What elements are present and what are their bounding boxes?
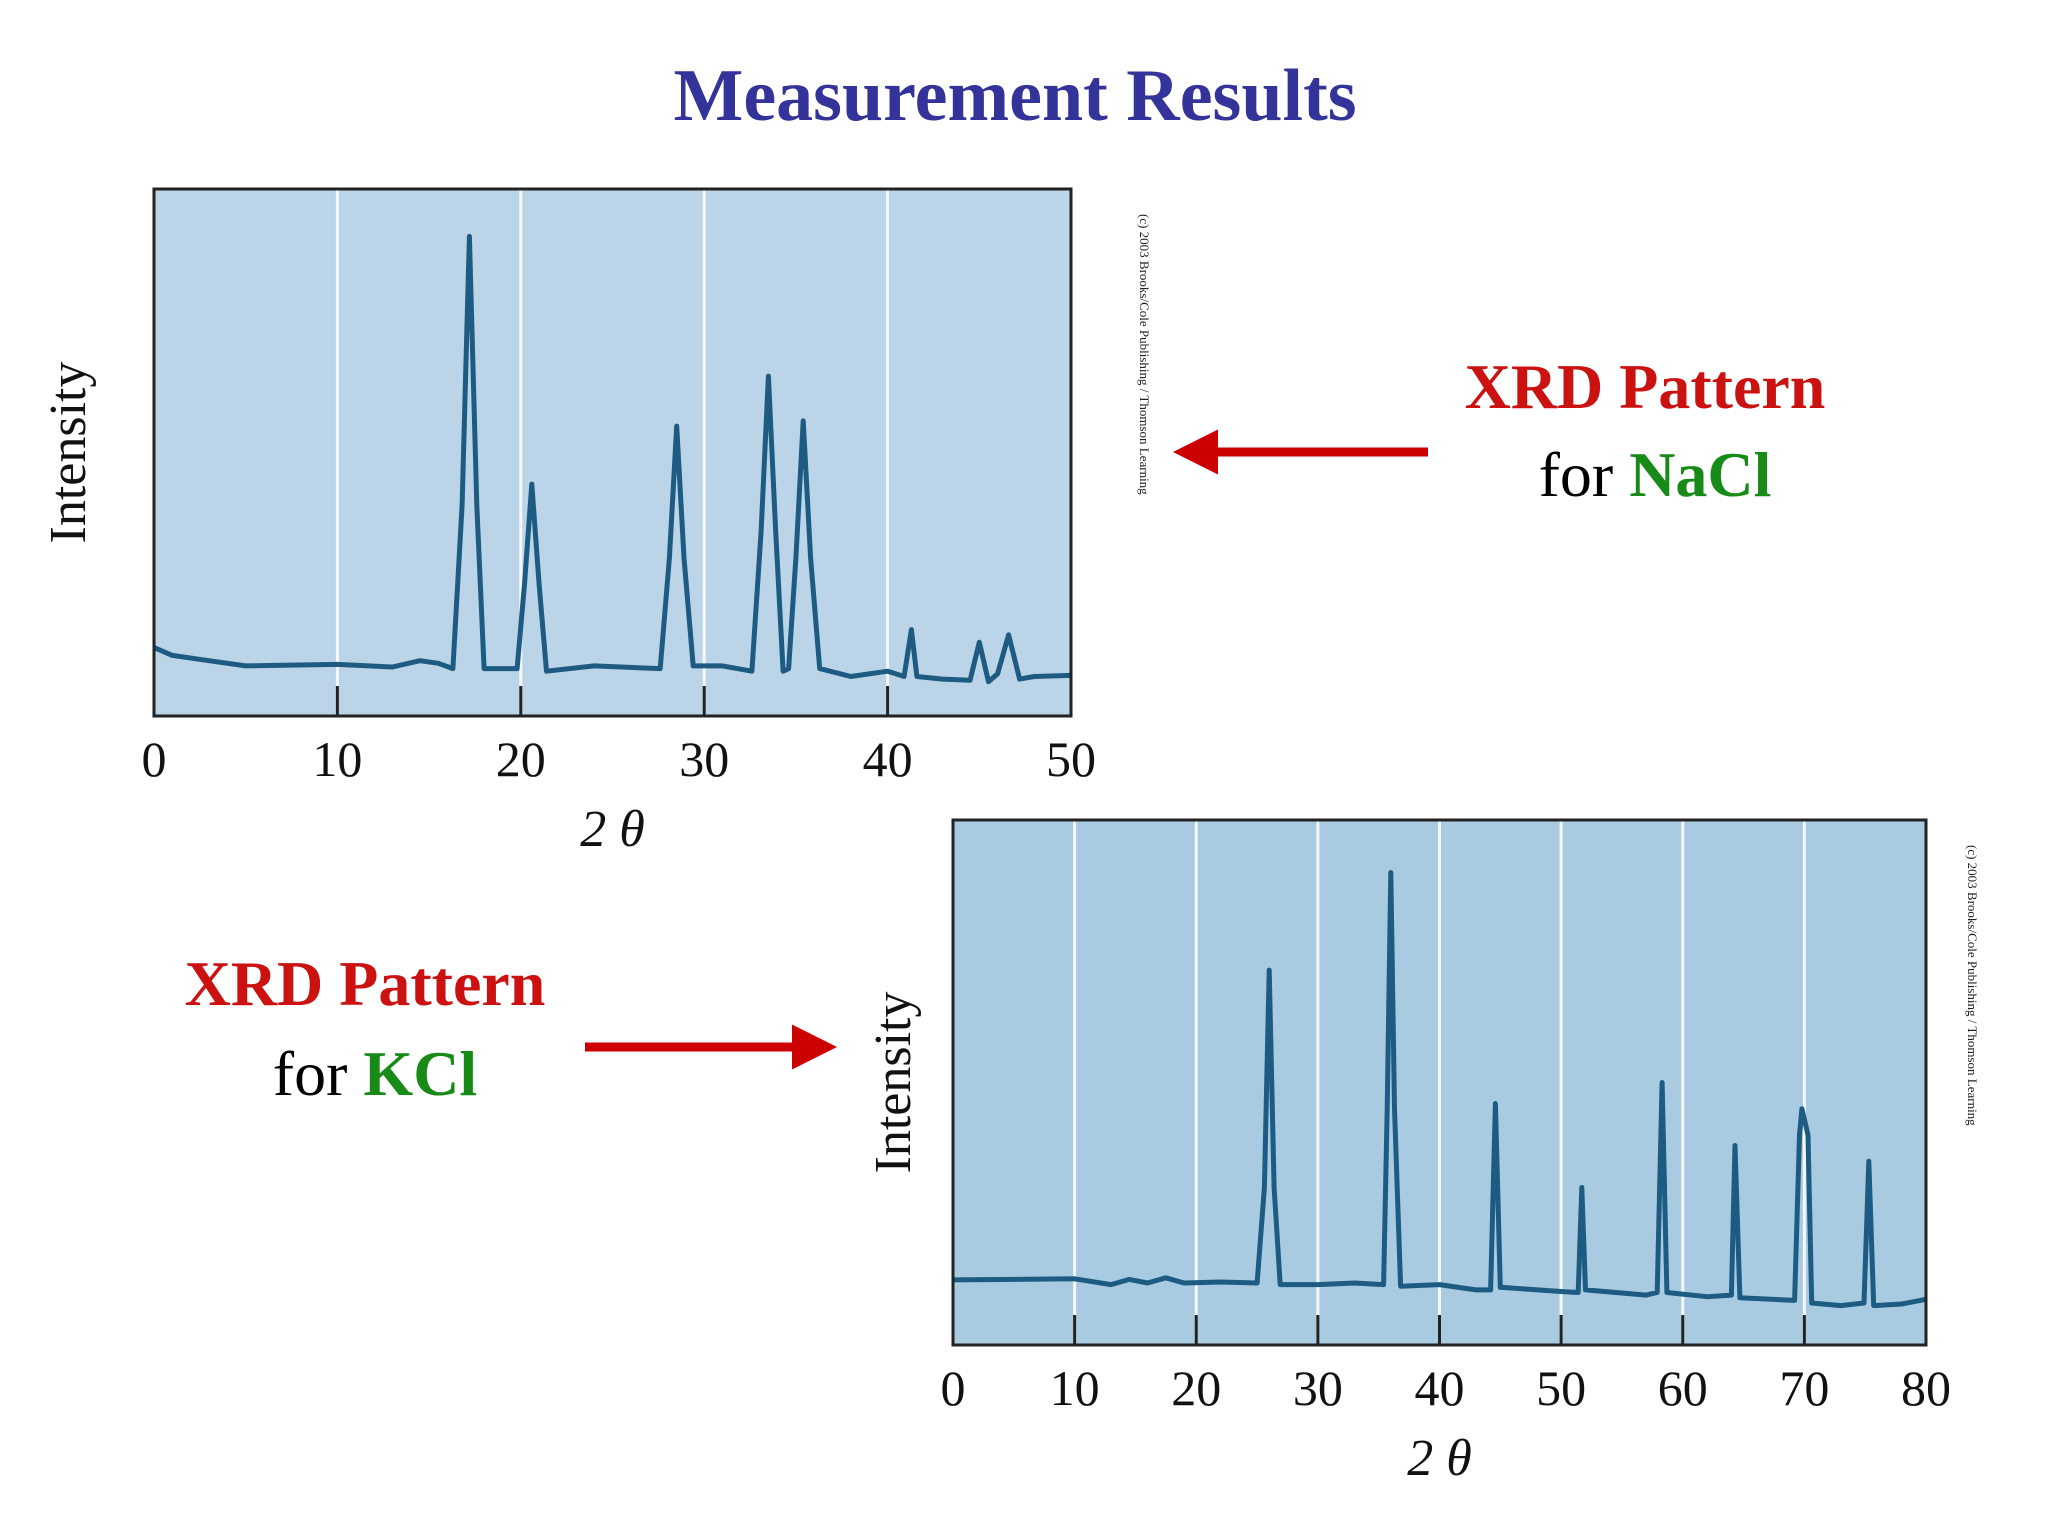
annotation-compound: NaCl	[1629, 439, 1771, 510]
x-tick-label: 20	[496, 731, 546, 787]
plot-area	[154, 189, 1071, 716]
annotation-label: XRD Pattern	[185, 948, 546, 1019]
x-tick-label: 50	[1536, 1360, 1586, 1416]
x-tick-label: 10	[1050, 1360, 1100, 1416]
x-axis-label: 2 θ	[580, 801, 645, 858]
slide-title: Measurement Results	[673, 55, 1356, 137]
plot-frame	[152, 187, 1073, 718]
x-tick-label: 40	[1415, 1360, 1465, 1416]
x-tick-label: 40	[863, 731, 913, 787]
data-line	[952, 870, 1927, 1309]
x-tick-label: 30	[679, 731, 729, 787]
y-axis-label: Intensity	[40, 362, 97, 544]
x-tick-label: 70	[1779, 1360, 1829, 1416]
plot-frame	[951, 818, 1928, 1347]
x-tick-label: 20	[1171, 1360, 1221, 1416]
credit: (c) 2003 Brooks/Cole Publishing / Thomso…	[1137, 214, 1152, 495]
x-tick-label: 10	[312, 731, 362, 787]
y-axis-label: Intensity	[865, 992, 922, 1174]
x-axis-label: 2 θ	[1407, 1430, 1472, 1487]
annotation-line: for NaCl	[1539, 439, 1772, 510]
annotation-prefix: for	[273, 1038, 348, 1109]
annotation-compound: KCl	[363, 1038, 477, 1109]
x-tick-label: 0	[142, 731, 167, 787]
x-tick-label: 60	[1658, 1360, 1708, 1416]
credit: (c) 2003 Brooks/Cole Publishing / Thomso…	[1965, 845, 1980, 1126]
annotation-label: XRD Pattern	[1465, 351, 1826, 422]
x-tick-label: 50	[1046, 731, 1096, 787]
annotation-prefix: for	[1539, 439, 1614, 510]
data-line	[153, 233, 1072, 685]
x-tick-label: 0	[941, 1360, 966, 1416]
x-tick-label: 80	[1901, 1360, 1951, 1416]
x-tick-label: 30	[1293, 1360, 1343, 1416]
annotation-line: for KCl	[273, 1038, 477, 1109]
